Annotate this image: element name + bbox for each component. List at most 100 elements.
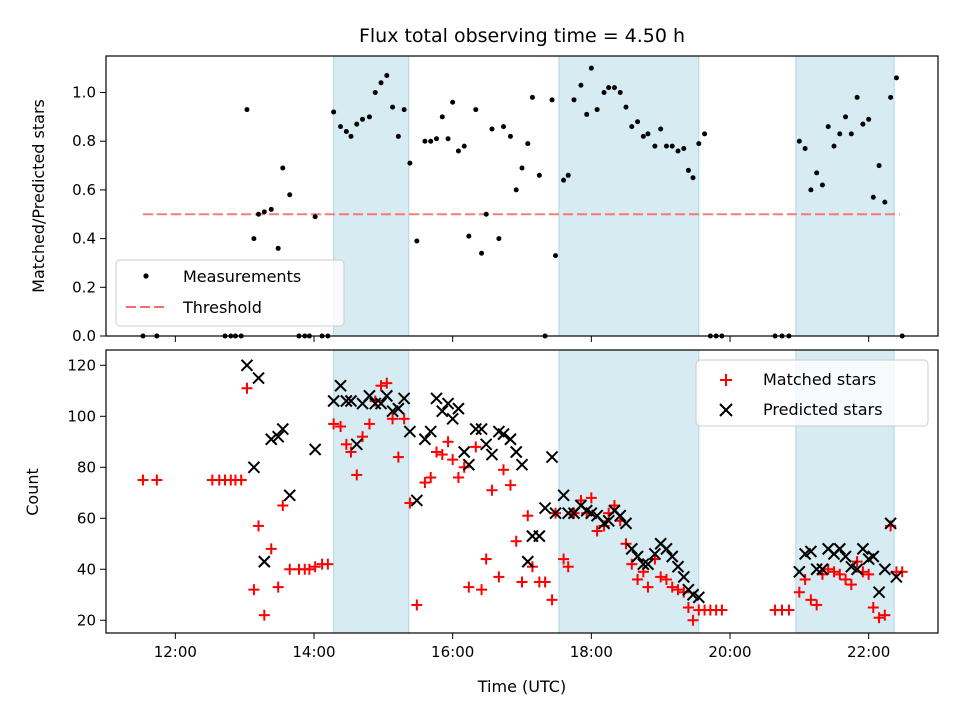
measurement-point [483, 211, 489, 217]
y-tick-label: 0.4 [72, 230, 96, 248]
predicted-star-point [619, 517, 633, 530]
matched-star-point [151, 474, 163, 486]
predicted-star-point [538, 501, 552, 515]
predicted-marker-b [641, 557, 655, 571]
predicted-star-point [485, 448, 499, 461]
measurement-point [640, 133, 646, 139]
matched-star-point [626, 558, 638, 570]
predicted-star-point [816, 563, 829, 576]
matched-star-point [575, 494, 587, 506]
measurement-point [876, 163, 882, 169]
x-tick-label: 12:00 [154, 643, 197, 661]
predicted-marker-b [252, 371, 265, 385]
predicted-star-point [430, 392, 443, 405]
y-tick-label: 80 [77, 458, 96, 476]
matched-star-point [272, 581, 284, 593]
predicted-marker-b [475, 422, 488, 436]
predicted-marker-b [590, 509, 604, 522]
predicted-star-point [625, 542, 638, 556]
predicted-star-point [446, 412, 459, 426]
predicted-star-point [804, 545, 818, 558]
matched-star-point [363, 418, 375, 430]
predicted-marker-b [334, 379, 347, 392]
predicted-marker-b [510, 445, 523, 459]
matched-star-point [375, 380, 387, 392]
predicted-star-point [545, 450, 559, 464]
legend-label-measurements: Measurements [183, 267, 301, 286]
top-y-axis-label: Matched/Predicted stars [29, 99, 48, 293]
matched-star-point [682, 602, 694, 614]
predicted-marker-b [485, 448, 499, 461]
predicted-marker-b [686, 588, 700, 601]
predicted-marker-b [810, 563, 823, 576]
bottom-panel: 20 40 60 80 100 120 12:00 14:00 16:00 18:00 20:00… [23, 349, 939, 696]
measurement-point [617, 90, 623, 96]
predicted-star-point [884, 517, 897, 530]
measurement-point [275, 245, 281, 251]
predicted-marker-b [430, 392, 443, 405]
predicted-marker-b [856, 542, 870, 556]
measurement-point [466, 233, 472, 239]
predicted-marker-b [884, 517, 897, 530]
matched-star-point [463, 581, 475, 593]
measurement-point [611, 85, 617, 91]
bottom-y-axis-label: Count [23, 468, 42, 516]
bottom-y-ticks: 20 40 60 80 100 120 [67, 356, 106, 629]
matched-star-point [655, 571, 667, 583]
predicted-marker-b [392, 402, 405, 415]
predicted-marker-b [557, 489, 570, 502]
matched-star-point [845, 579, 857, 591]
predicted-marker-b [867, 550, 880, 563]
measurement-point [870, 194, 876, 200]
measurement-point [860, 121, 866, 127]
predicted-star-point [614, 509, 627, 522]
matched-star-point [137, 474, 149, 486]
top-x-ticks [174, 336, 870, 342]
measurement-point [348, 133, 354, 139]
measurement-point [439, 114, 445, 120]
predicted-star-point [839, 550, 852, 563]
matched-star-point [235, 474, 247, 486]
y-tick-label: 0.0 [72, 327, 96, 345]
predicted-star-point [878, 563, 892, 576]
predicted-star-point [479, 438, 493, 451]
measurement-point [814, 170, 820, 176]
predicted-marker-b [276, 422, 290, 436]
predicted-marker-b [816, 563, 829, 576]
predicted-star-point [369, 397, 382, 410]
predicted-stars-series [240, 359, 903, 604]
measurement-point [390, 104, 396, 110]
predicted-star-point [276, 422, 290, 436]
predicted-marker-b [308, 443, 322, 456]
predicted-star-point [660, 542, 673, 556]
predicted-star-point [602, 514, 615, 528]
y-tick-label: 40 [77, 560, 96, 578]
predicted-marker-b [462, 458, 476, 471]
x-tick-label: 14:00 [292, 643, 335, 661]
matched-star-point [436, 449, 448, 461]
matched-star-point [425, 471, 437, 483]
predicted-star-point [666, 550, 679, 563]
shaded-interval [558, 55, 700, 337]
matched-star-point [442, 436, 454, 448]
predicted-marker-b [839, 550, 852, 563]
measurement-point [479, 250, 485, 256]
measurement-point [669, 143, 675, 149]
measurement-point [675, 148, 681, 154]
measurement-point [635, 119, 641, 125]
matched-star-point [783, 604, 795, 616]
measurement-point [496, 236, 502, 242]
measurement-point [489, 126, 495, 132]
predicted-star-point [334, 379, 347, 392]
measurement-point [663, 143, 669, 149]
measurement-point [571, 97, 577, 103]
predicted-star-point [793, 565, 806, 579]
shaded-interval [795, 55, 895, 337]
predicted-star-point [363, 389, 376, 403]
predicted-marker-b [258, 555, 271, 568]
matched-star-point [562, 561, 574, 573]
matched-star-point [392, 451, 404, 463]
predicted-marker-b [436, 404, 449, 418]
y-tick-label: 0.8 [72, 132, 96, 150]
